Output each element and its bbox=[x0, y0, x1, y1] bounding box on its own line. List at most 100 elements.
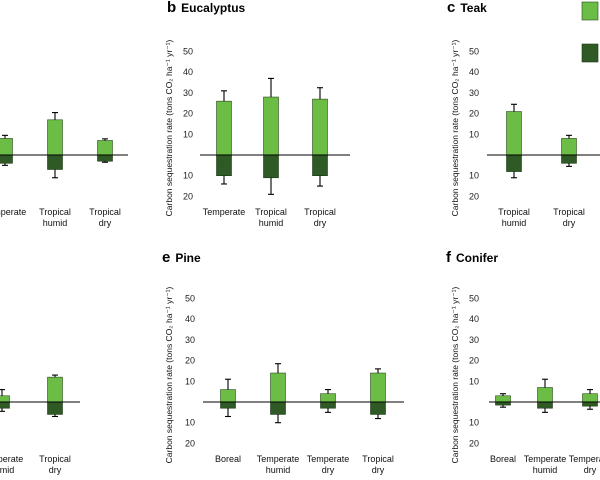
y-tick-label: 50 bbox=[469, 294, 479, 304]
bar-above bbox=[0, 395, 10, 403]
bar-above bbox=[263, 96, 279, 156]
bar-above bbox=[312, 98, 328, 156]
y-tick-label: 30 bbox=[469, 335, 479, 345]
y-tick-label: 20 bbox=[183, 109, 193, 119]
y-tick-label: 10 bbox=[185, 376, 195, 386]
y-axis-label: Carbon sequestration rate (tons CO₂ ha⁻¹… bbox=[450, 287, 460, 464]
panel-title: f Conifer bbox=[446, 249, 498, 266]
y-axis-label: Carbon sequestration rate (tons CO₂ ha⁻¹… bbox=[164, 40, 174, 217]
panel-title: c Teak bbox=[447, 0, 487, 16]
y-tick-label: 30 bbox=[185, 335, 195, 345]
bar-above bbox=[506, 111, 522, 156]
category-label: Tropical humid bbox=[39, 207, 71, 228]
bar-above bbox=[270, 372, 286, 403]
y-tick-label: 10 bbox=[469, 129, 479, 139]
bar-below bbox=[312, 154, 328, 177]
y-tick-label: 40 bbox=[469, 67, 479, 77]
panel-name: Pine bbox=[175, 251, 201, 265]
panel-name: Teak bbox=[460, 1, 487, 15]
category-label: Tropical dry bbox=[39, 454, 71, 475]
y-tick-label: 20 bbox=[185, 438, 195, 448]
y-tick-label: 50 bbox=[469, 47, 479, 57]
y-tick-label: 20 bbox=[469, 438, 479, 448]
bar-below bbox=[370, 401, 386, 415]
y-tick-label: 20 bbox=[183, 191, 193, 201]
bar-below bbox=[216, 154, 232, 177]
bar-above bbox=[582, 393, 598, 403]
category-label: Boreal bbox=[215, 454, 241, 464]
bar-above bbox=[370, 372, 386, 403]
y-tick-label: 20 bbox=[469, 191, 479, 201]
panel-b: b Eucalyptus Carbon sequestration rate (to… bbox=[164, 0, 350, 228]
y-tick-label: 40 bbox=[469, 314, 479, 324]
y-tick-label: 50 bbox=[185, 294, 195, 304]
panel-e: e Pine Carbon sequestration rate (tons CO₂… bbox=[162, 249, 404, 475]
bar-above bbox=[216, 100, 232, 156]
bar-below bbox=[47, 401, 63, 415]
bar-above bbox=[537, 387, 553, 403]
panel-f: f Conifer Carbon sequestration rate (tons … bbox=[446, 249, 600, 475]
bar-below bbox=[0, 154, 13, 164]
category-label: Tropical dry bbox=[89, 207, 121, 228]
category-label: Tropical humid bbox=[255, 207, 287, 228]
legend-swatch-below bbox=[581, 43, 599, 63]
panel-name: Eucalyptus bbox=[181, 1, 245, 15]
panel-title: e Pine bbox=[162, 249, 201, 266]
bar-below bbox=[537, 401, 553, 409]
y-tick-label: 30 bbox=[469, 88, 479, 98]
bar-below bbox=[263, 154, 279, 179]
y-tick-label: 10 bbox=[183, 129, 193, 139]
y-tick-label: 50 bbox=[183, 47, 193, 57]
category-label: Tropical humid bbox=[498, 207, 530, 228]
panel-letter: f bbox=[446, 249, 452, 266]
category-label: Boreal bbox=[490, 454, 516, 464]
bar-above bbox=[561, 138, 577, 156]
bar-below bbox=[220, 401, 236, 409]
panel-name: Conifer bbox=[456, 251, 498, 265]
bar-below bbox=[320, 401, 336, 409]
category-label: Temperate bbox=[0, 207, 26, 217]
bar-below bbox=[270, 401, 286, 415]
y-tick-label: 20 bbox=[185, 356, 195, 366]
bar-below bbox=[506, 154, 522, 172]
bar-above bbox=[0, 138, 13, 156]
bar-above bbox=[495, 395, 511, 403]
category-label: Tropical dry bbox=[304, 207, 336, 228]
bar-above bbox=[220, 389, 236, 403]
y-tick-label: 10 bbox=[469, 171, 479, 181]
panel-letter: e bbox=[162, 249, 170, 266]
bar-below bbox=[561, 154, 577, 164]
bar-above bbox=[47, 119, 63, 156]
panel-c: c Teak Carbon sequestration rate (tons CO₂… bbox=[447, 0, 600, 228]
bar-below bbox=[0, 401, 10, 409]
y-tick-label: 20 bbox=[469, 356, 479, 366]
y-tick-label: 40 bbox=[183, 67, 193, 77]
bar-below bbox=[97, 154, 113, 162]
category-label: Tropical dry bbox=[553, 207, 585, 228]
bar-above bbox=[97, 140, 113, 156]
bar-below bbox=[47, 154, 63, 170]
bar-below bbox=[582, 401, 598, 407]
bar-above bbox=[320, 393, 336, 403]
y-tick-label: 10 bbox=[183, 171, 193, 181]
y-axis-label: Carbon sequestration rate (tons CO₂ ha⁻¹… bbox=[450, 40, 460, 217]
y-tick-label: 30 bbox=[183, 88, 193, 98]
panel-letter: b bbox=[167, 0, 176, 16]
y-axis-label: Carbon sequestration rate (tons CO₂ ha⁻¹… bbox=[164, 287, 174, 464]
y-tick-label: 10 bbox=[469, 418, 479, 428]
y-tick-label: 20 bbox=[469, 109, 479, 119]
y-tick-label: 10 bbox=[469, 376, 479, 386]
bar-above bbox=[47, 376, 63, 403]
panel-letter: c bbox=[447, 0, 455, 16]
y-tick-label: 10 bbox=[185, 418, 195, 428]
panel-title: b Eucalyptus bbox=[167, 0, 246, 16]
legend-swatch-above bbox=[581, 1, 599, 21]
